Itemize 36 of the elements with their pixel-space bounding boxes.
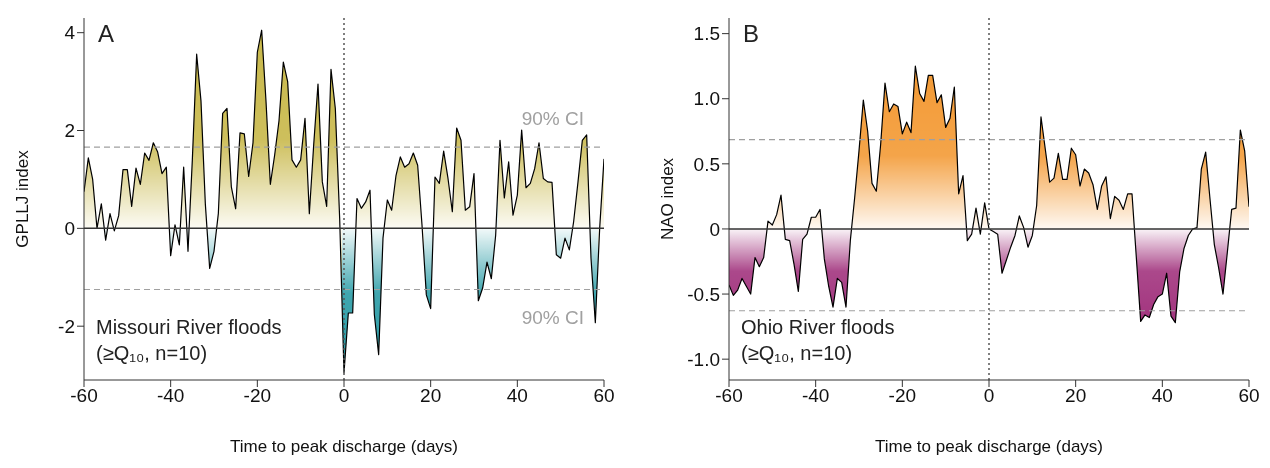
y-tick-label: 0.5 xyxy=(693,153,720,175)
y-axis-title: GPLLJ index xyxy=(13,149,33,248)
annotation: Ohio River floods xyxy=(741,316,895,339)
y-tick-label: 0 xyxy=(64,218,75,240)
x-tick-label: 20 xyxy=(1065,385,1087,407)
ref-line-label: 90% CI xyxy=(521,306,584,328)
annotation: (≥Q₁₀, n=10) xyxy=(741,342,853,365)
annotation: B xyxy=(743,20,760,48)
x-tick-label: -40 xyxy=(801,385,830,407)
annotation: A xyxy=(98,20,115,48)
y-tick-label: 1.5 xyxy=(693,23,720,45)
x-tick-label: 20 xyxy=(420,385,442,407)
x-axis-title: Time to peak discharge (days) xyxy=(229,437,459,456)
x-tick-label: -20 xyxy=(888,385,917,407)
x-tick-label: -20 xyxy=(243,385,272,407)
ref-line-label: 90% CI xyxy=(521,108,584,130)
x-tick-label: 0 xyxy=(338,385,350,407)
y-axis-title: NAO index xyxy=(658,157,678,241)
x-tick-label: -60 xyxy=(70,385,98,407)
annotation: (≥Q₁₀, n=10) xyxy=(96,342,208,365)
y-tick-label: -2 xyxy=(58,315,75,337)
x-axis-title: Time to peak discharge (days) xyxy=(874,437,1104,456)
x-tick-label: 40 xyxy=(506,385,528,407)
y-tick-label: 2 xyxy=(64,120,75,142)
x-tick-label: 40 xyxy=(1151,385,1173,407)
x-tick-label: 0 xyxy=(983,385,995,407)
y-tick-label: 4 xyxy=(64,22,76,44)
annotation: Missouri River floods xyxy=(96,316,282,339)
x-tick-label: -60 xyxy=(715,385,743,407)
y-tick-label: -1.0 xyxy=(687,348,720,370)
x-tick-label: -40 xyxy=(156,385,185,407)
y-tick-label: 1.0 xyxy=(693,88,720,110)
y-tick-label: 0 xyxy=(709,218,720,240)
x-tick-label: 60 xyxy=(1238,385,1260,407)
x-tick-label: 60 xyxy=(593,385,615,407)
y-tick-label: -0.5 xyxy=(687,283,720,305)
